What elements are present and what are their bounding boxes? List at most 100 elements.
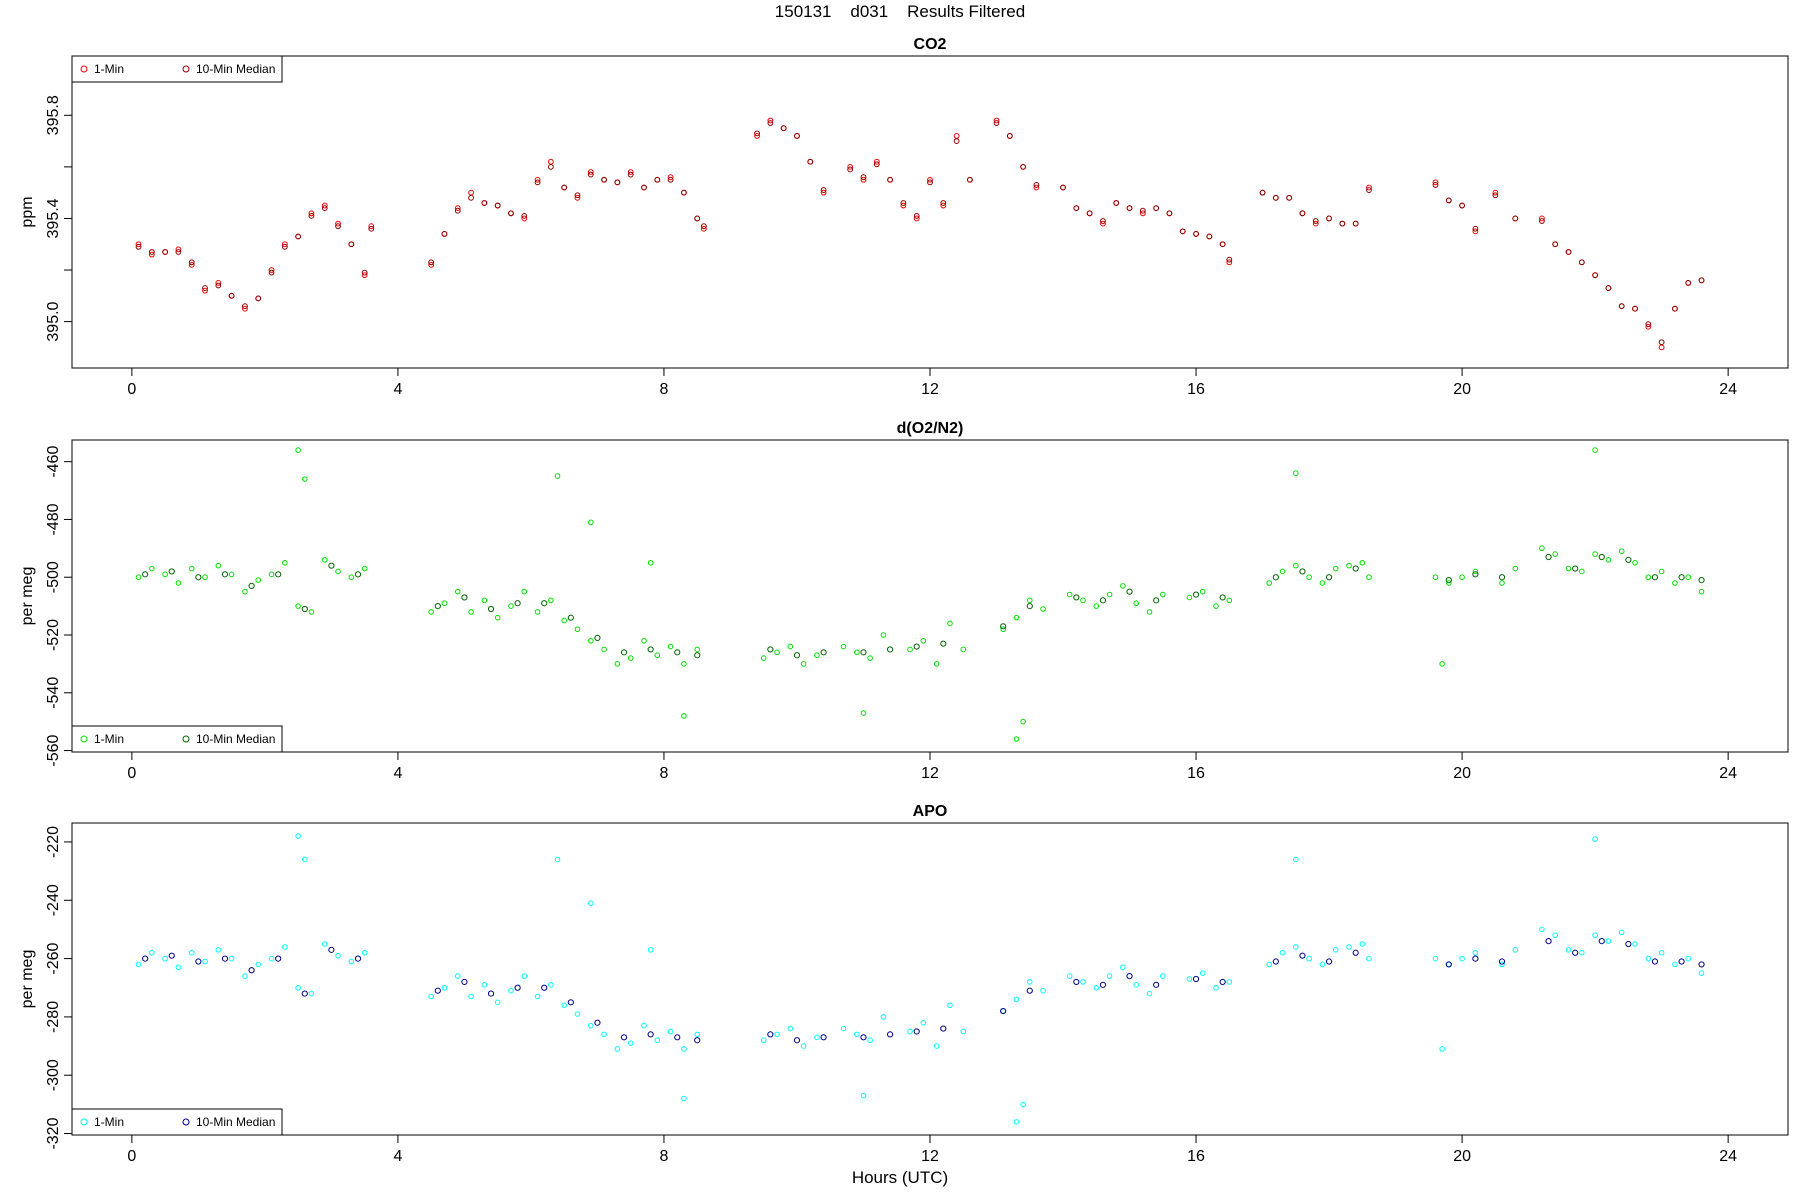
- data-point: [1445, 577, 1452, 584]
- data-point: [441, 600, 448, 607]
- data-point: [920, 1019, 927, 1026]
- data-point: [1020, 163, 1027, 170]
- data-point: [807, 158, 814, 165]
- data-point: [1326, 215, 1332, 222]
- data-point: [301, 476, 308, 482]
- data-point: [800, 661, 807, 667]
- data-point: [428, 609, 434, 615]
- x-tick-label: 0: [127, 765, 136, 782]
- figure-title: 150131 d031 Results Filtered: [774, 2, 1026, 21]
- data-point: [348, 958, 355, 965]
- data-point: [953, 133, 960, 139]
- data-point: [1632, 305, 1638, 312]
- data-point: [1459, 574, 1465, 581]
- data-point: [667, 643, 674, 650]
- data-point: [1572, 565, 1579, 572]
- data-point: [774, 1031, 780, 1038]
- data-point: [1459, 202, 1465, 209]
- data-point: [1106, 591, 1113, 598]
- data-point: [1352, 949, 1359, 956]
- data-point: [308, 210, 315, 217]
- data-point: [454, 205, 461, 212]
- data-point: [1632, 941, 1638, 947]
- data-point: [774, 649, 780, 656]
- data-point: [794, 133, 800, 139]
- data-point: [321, 557, 328, 563]
- data-point: [548, 982, 554, 988]
- data-point: [1153, 205, 1160, 212]
- data-point: [188, 261, 195, 268]
- data-point: [221, 571, 229, 578]
- data-point: [1366, 184, 1372, 191]
- y-tick-label: -520: [45, 619, 62, 651]
- data-point: [880, 632, 887, 638]
- data-point: [142, 955, 149, 962]
- data-point: [275, 571, 282, 578]
- data-point: [268, 571, 275, 578]
- data-point: [468, 993, 474, 1000]
- legend: 1-Min 10-Min Median: [71, 55, 283, 83]
- data-point: [248, 967, 255, 974]
- data-point: [1133, 600, 1139, 607]
- data-point: [627, 1040, 634, 1046]
- data-point: [1219, 978, 1226, 986]
- data-point: [1366, 574, 1372, 581]
- data-point: [1066, 973, 1073, 979]
- data-point: [1159, 591, 1166, 598]
- data-point: [1000, 626, 1006, 633]
- data-point: [547, 163, 554, 170]
- data-point: [295, 833, 301, 839]
- data-point: [681, 713, 687, 719]
- data-point: [867, 655, 873, 661]
- data-point: [335, 952, 341, 959]
- data-point: [1545, 937, 1552, 945]
- data-point: [468, 609, 474, 615]
- y-tick-label: -300: [45, 1059, 62, 1091]
- data-point: [554, 856, 561, 863]
- data-point: [149, 949, 155, 956]
- data-point: [820, 1034, 827, 1041]
- data-point: [461, 594, 468, 601]
- data-point: [202, 285, 208, 291]
- data-point: [1020, 1101, 1026, 1108]
- x-tick-label: 16: [1187, 381, 1205, 398]
- data-point: [647, 1031, 654, 1038]
- data-point: [1572, 949, 1579, 956]
- data-point: [574, 626, 581, 633]
- data-point: [248, 582, 255, 589]
- data-point: [700, 223, 707, 230]
- data-point: [1299, 210, 1306, 217]
- data-point: [594, 634, 601, 641]
- data-point: [800, 1043, 807, 1049]
- data-point: [268, 955, 275, 962]
- data-point: [587, 900, 594, 906]
- data-point: [242, 588, 248, 595]
- data-point: [907, 1028, 913, 1035]
- data-point: [814, 1034, 820, 1041]
- data-point: [175, 249, 182, 255]
- y-axis-label: ppm: [19, 196, 36, 227]
- data-point: [215, 947, 222, 953]
- y-tick-label: 395.0: [45, 301, 62, 341]
- data-point: [494, 202, 501, 209]
- legend-label: 1-Min: [94, 62, 124, 76]
- data-point: [1698, 961, 1705, 968]
- data-point: [175, 246, 182, 253]
- data-point: [242, 305, 248, 312]
- data-point: [900, 202, 907, 209]
- data-point: [321, 202, 328, 209]
- data-point: [913, 1028, 920, 1035]
- legend-marker: [80, 1118, 88, 1126]
- data-point: [215, 280, 222, 286]
- data-point: [1293, 470, 1299, 477]
- data-point: [907, 646, 913, 653]
- y-tick-label: 395.4: [45, 198, 62, 238]
- co2-chart: CO2 0 4 8 12 16 20 24 395.0 395.4 395.8 ppm 1-Min 10-…: [19, 36, 1789, 398]
- series-median10: [142, 553, 1705, 659]
- data-point: [1213, 984, 1219, 991]
- data-point: [1618, 303, 1625, 310]
- data-point: [148, 251, 155, 258]
- data-point: [1080, 979, 1086, 985]
- data-point: [1226, 259, 1233, 266]
- x-tick-label: 16: [1187, 1148, 1205, 1165]
